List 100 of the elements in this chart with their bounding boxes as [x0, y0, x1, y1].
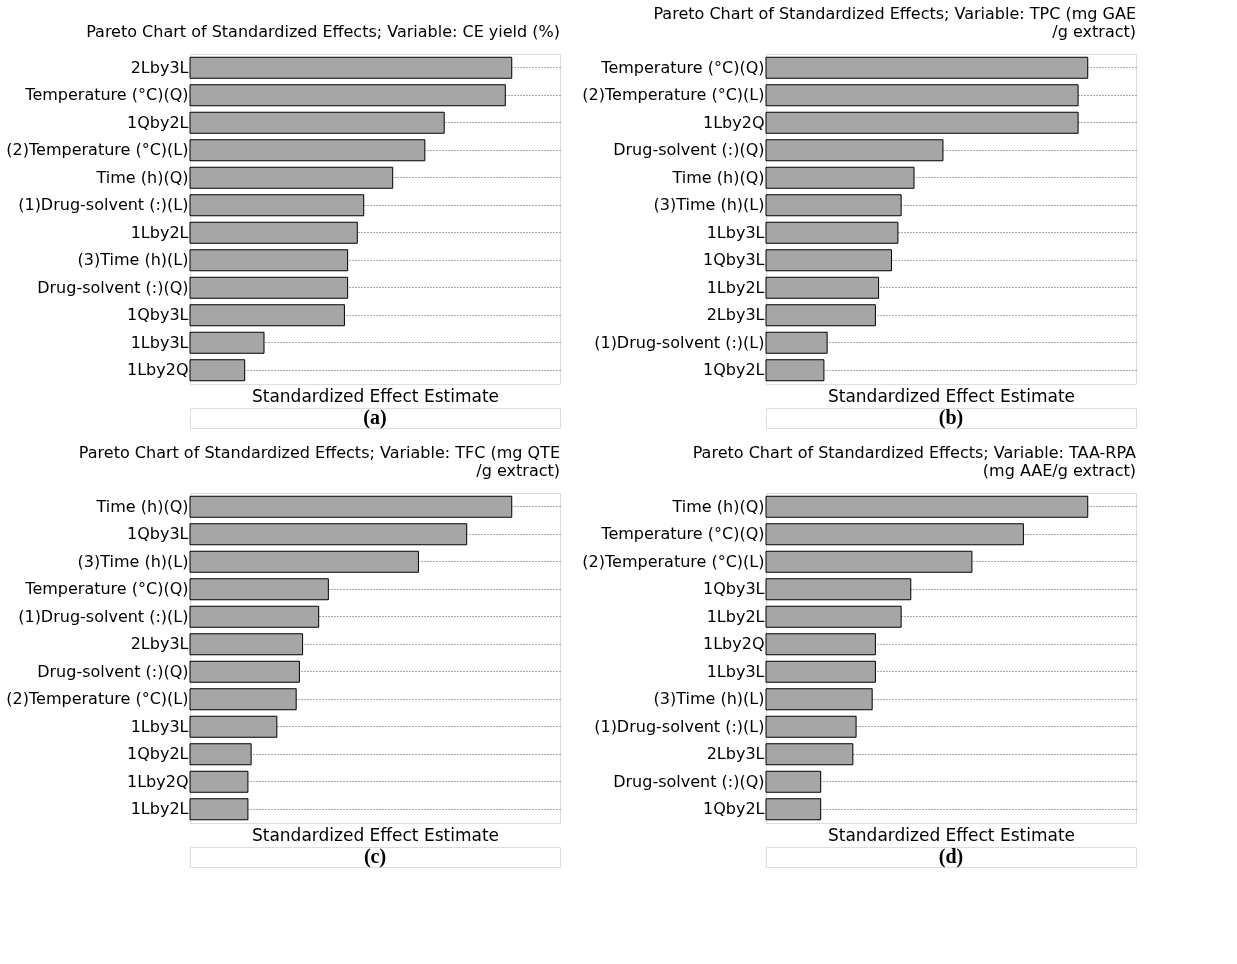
- y-tick-label: (1)Drug-solvent (:)(L): [594, 332, 765, 352]
- y-tick-label: (1)Drug-solvent (:)(L): [18, 606, 189, 626]
- bar: [189, 578, 329, 601]
- y-tick-label: Time (h)(Q): [671, 496, 765, 516]
- bar: [765, 56, 1089, 79]
- text: (b): [938, 406, 964, 429]
- bar: [765, 166, 915, 189]
- bar: [765, 495, 1089, 518]
- y-tick-label: 1Lby2L: [706, 277, 765, 297]
- bar: [189, 166, 394, 189]
- y-tick-label: 1Qby3L: [127, 524, 189, 544]
- y-tick-label: Temperature (°C)(Q): [24, 85, 189, 105]
- y-tick-label: (1)Drug-solvent (:)(L): [18, 195, 189, 215]
- bar: [189, 221, 358, 244]
- y-tick-label: 1Lby2Q: [127, 771, 189, 791]
- y-tick-label: Time (h)(Q): [95, 496, 189, 516]
- y-tick-label: 1Lby2L: [130, 222, 189, 242]
- y-tick-label: (1)Drug-solvent (:)(L): [594, 716, 765, 736]
- y-tick-label: Drug-solvent (:)(Q): [37, 277, 189, 297]
- bar: [765, 715, 857, 738]
- y-tick-label: (2)Temperature (°C)(L): [6, 140, 189, 160]
- bar: [765, 194, 902, 217]
- bar: [189, 523, 468, 546]
- y-tick-label: Temperature (°C)(Q): [600, 57, 765, 77]
- bar: [189, 605, 320, 628]
- bar: [765, 304, 876, 327]
- y-tick-label: 1Qby2L: [703, 360, 765, 380]
- y-tick-label: Temperature (°C)(Q): [24, 579, 189, 599]
- y-tick-label: 1Qby2L: [127, 744, 189, 764]
- y-tick-label: 1Lby3L: [706, 661, 765, 681]
- chart-title: Pareto Chart of Standardized Effects; Variable: TPC (mg GAE /g extract): [653, 4, 1136, 41]
- y-tick-label: 1Lby3L: [130, 332, 189, 352]
- y-tick-label: 1Lby3L: [706, 222, 765, 242]
- y-tick-label: 1Qby2L: [127, 112, 189, 132]
- y-tick-label: 1Qby3L: [703, 579, 765, 599]
- bar: [189, 249, 349, 272]
- y-tick-label: 2Lby3L: [130, 634, 189, 654]
- x-axis-title: Standardized Effect Estimate: [827, 824, 1076, 845]
- y-tick-label: 2Lby3L: [706, 305, 765, 325]
- y-tick-label: (3)Time (h)(L): [653, 195, 765, 215]
- bar: [765, 578, 912, 601]
- y-tick-label: 1Qby3L: [127, 305, 189, 325]
- y-tick-label: 1Lby2Q: [703, 112, 765, 132]
- bar: [189, 359, 246, 382]
- bar: [189, 84, 506, 107]
- bar: [189, 194, 365, 217]
- y-tick-label: (2)Temperature (°C)(L): [582, 85, 765, 105]
- bar: [189, 660, 300, 683]
- bar: [765, 633, 876, 656]
- bar: [765, 798, 822, 821]
- y-tick-label: 1Lby2L: [706, 606, 765, 626]
- y-tick-label: (3)Time (h)(L): [653, 689, 765, 709]
- x-axis-title: Standardized Effect Estimate: [251, 385, 500, 406]
- bar: [765, 688, 873, 711]
- y-tick-label: 1Qby2L: [703, 799, 765, 819]
- bar: [189, 56, 513, 79]
- bar: [189, 688, 297, 711]
- bar: [765, 359, 825, 382]
- y-tick-label: (2)Temperature (°C)(L): [6, 689, 189, 709]
- y-tick-label: Time (h)(Q): [671, 167, 765, 187]
- y-tick-label: 1Lby2L: [130, 799, 189, 819]
- y-tick-label: 1Lby2Q: [703, 634, 765, 654]
- text: (c): [363, 845, 387, 868]
- text: (a): [363, 406, 387, 429]
- bar: [765, 111, 1079, 134]
- bar: [189, 304, 345, 327]
- y-tick-label: 1Qby3L: [703, 250, 765, 270]
- bar: [189, 798, 249, 821]
- bar: [189, 331, 265, 354]
- chart-title: Pareto Chart of Standardized Effects; Variable: TFC (mg QTE /g extract): [78, 443, 560, 480]
- bar: [765, 660, 876, 683]
- y-tick-label: 1Lby3L: [130, 716, 189, 736]
- bar: [765, 743, 854, 766]
- bar: [189, 770, 249, 793]
- y-tick-label: Temperature (°C)(Q): [600, 524, 765, 544]
- bar: [765, 139, 944, 162]
- y-tick-label: (3)Time (h)(L): [77, 250, 189, 270]
- bar: [765, 221, 899, 244]
- y-tick-label: Drug-solvent (:)(Q): [37, 661, 189, 681]
- y-tick-label: Drug-solvent (:)(Q): [613, 771, 765, 791]
- y-tick-label: Time (h)(Q): [95, 167, 189, 187]
- bar: [765, 84, 1079, 107]
- bar: [189, 715, 278, 738]
- bar: [765, 523, 1024, 546]
- bar: [189, 495, 513, 518]
- bar: [189, 743, 252, 766]
- bar: [765, 331, 828, 354]
- bar: [189, 111, 445, 134]
- bar: [189, 633, 304, 656]
- y-tick-label: Drug-solvent (:)(Q): [613, 140, 765, 160]
- bar: [765, 605, 902, 628]
- bar: [765, 276, 880, 299]
- y-tick-label: (2)Temperature (°C)(L): [582, 551, 765, 571]
- x-axis-title: Standardized Effect Estimate: [251, 824, 500, 845]
- bar: [189, 276, 349, 299]
- chart-title: Pareto Chart of Standardized Effects; Variable: CE yield (%): [86, 22, 560, 41]
- chart-title: Pareto Chart of Standardized Effects; Variable: TAA-RPA (mg AAE/g extract): [692, 443, 1137, 480]
- bar: [765, 770, 822, 793]
- y-tick-label: 1Lby2Q: [127, 360, 189, 380]
- bar: [189, 139, 426, 162]
